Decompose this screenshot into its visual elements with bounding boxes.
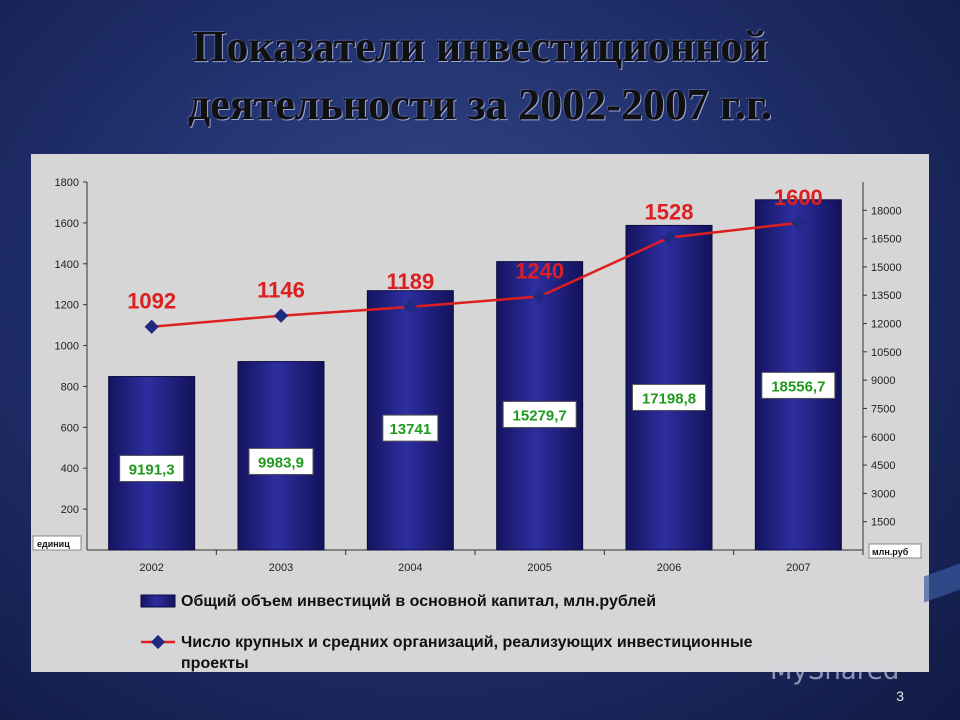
right-tick-label: 12000 <box>871 319 902 331</box>
right-unit-box <box>868 543 922 559</box>
investment-chart: 200 400 600 800 1000 1200 1400 1600 1800 1500 3000… <box>32 177 922 672</box>
left-tick-label: 1400 <box>55 259 79 271</box>
title-line-2: деятельности за 2002-2007 г.г. <box>188 80 772 129</box>
bar-data-label: 17198,8 <box>642 390 696 407</box>
x-tick-label: 2006 <box>657 562 681 574</box>
bar-label-box <box>382 414 439 442</box>
right-tick-label: 10500 <box>871 347 902 359</box>
right-tick-label: 3000 <box>871 488 895 500</box>
slide-number: 3 <box>896 688 904 704</box>
x-tick-label: 2007 <box>786 562 810 574</box>
x-tick-label: 2005 <box>527 562 551 574</box>
left-tick-label: 1200 <box>55 300 79 312</box>
line-point <box>791 215 806 230</box>
right-tick-label: 18000 <box>871 205 902 217</box>
line-point <box>403 299 418 314</box>
left-tick-label: 200 <box>61 504 79 516</box>
line-data-label: 1189 <box>386 269 434 294</box>
legend-line-label: Число крупных и средних организаций, реа… <box>181 634 753 651</box>
right-tick-label: 6000 <box>871 432 895 444</box>
left-tick-label: 800 <box>61 381 79 393</box>
right-tick-label: 7500 <box>871 403 895 415</box>
left-unit-label: единиц <box>37 539 70 549</box>
right-tick-label: 16500 <box>871 234 902 246</box>
bar-label-box <box>502 400 577 428</box>
left-tick-label: 600 <box>61 422 79 434</box>
bar-label-box <box>632 383 706 411</box>
decorative-shape <box>924 563 960 603</box>
line-data-label: 1240 <box>515 258 564 283</box>
title-line-1: Показатели инвестиционной <box>192 22 768 71</box>
right-unit-label: млн.руб <box>872 547 909 557</box>
bar-label-box <box>119 454 185 482</box>
line-point <box>661 230 677 245</box>
line-data-label: 1600 <box>774 185 823 210</box>
left-unit-box <box>32 535 82 551</box>
left-tick-label: 1000 <box>55 341 79 353</box>
legend-bar-label: Общий объем инвестиций в основной капита… <box>181 593 656 610</box>
x-tick-label: 2002 <box>139 562 163 574</box>
bar-data-label: 15279,7 <box>513 407 567 424</box>
left-tick-label: 1600 <box>55 218 79 230</box>
legend-line-marker <box>150 634 166 650</box>
bar-data-label: 9191,3 <box>129 461 175 478</box>
line-data-label: 1528 <box>645 200 694 225</box>
legend-bar-swatch <box>140 594 176 608</box>
slide-title: Показатели инвестиционной деятельности з… <box>0 18 960 134</box>
right-tick-label: 9000 <box>871 375 895 387</box>
x-tick-label: 2003 <box>269 562 293 574</box>
watermark-logo: MyShared <box>770 656 900 686</box>
line-point <box>273 308 289 323</box>
left-tick-label: 1800 <box>55 177 79 189</box>
right-tick-label: 13500 <box>871 290 902 302</box>
left-tick-label: 400 <box>61 463 79 475</box>
right-tick-label: 4500 <box>871 460 895 472</box>
legend-line-label-cont: проекты <box>181 655 249 672</box>
bar-label-box <box>761 371 836 399</box>
bar-label-box <box>248 447 314 475</box>
line-data-label: 1092 <box>127 289 176 314</box>
line-data-label: 1146 <box>257 278 305 303</box>
right-tick-label: 15000 <box>871 262 902 274</box>
x-tick-label: 2004 <box>398 562 422 574</box>
line-series <box>151 221 799 328</box>
line-point <box>144 319 159 334</box>
bar-data-label: 18556,7 <box>771 378 825 395</box>
bar-data-label: 9983,9 <box>258 454 304 471</box>
chart-panel: 200 400 600 800 1000 1200 1400 1600 1800 1500 3000… <box>31 154 929 672</box>
right-tick-label: 1500 <box>871 517 895 529</box>
bar-data-label: 13741 <box>389 421 431 438</box>
